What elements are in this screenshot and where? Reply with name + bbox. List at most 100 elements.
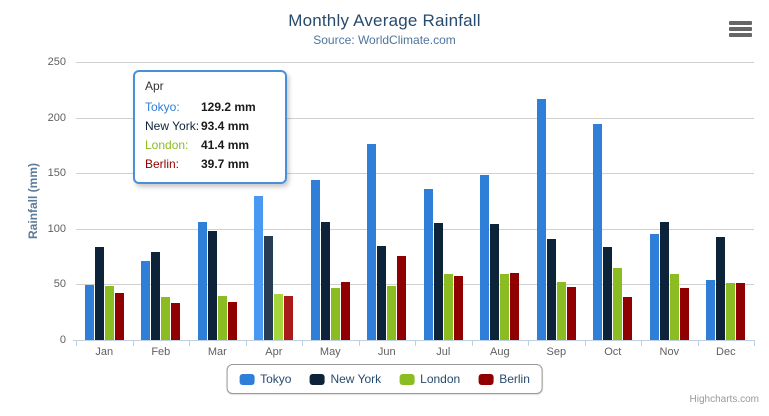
gridline — [76, 173, 754, 175]
bar-berlin-feb[interactable] — [171, 303, 181, 340]
x-axis-tick — [358, 341, 360, 346]
bar-tokyo-dec[interactable] — [706, 279, 716, 340]
bar-london-aug[interactable] — [500, 273, 510, 340]
gridline — [76, 117, 754, 119]
x-axis-tick — [754, 341, 755, 346]
gridline — [76, 228, 754, 230]
bar-london-jul[interactable] — [443, 274, 453, 340]
bar-london-may[interactable] — [330, 287, 340, 340]
y-axis-label-200: 200 — [47, 111, 66, 124]
bar-london-jun[interactable] — [387, 286, 397, 340]
tooltip-series-name: Berlin: — [145, 157, 180, 171]
bar-london-feb[interactable] — [161, 296, 171, 340]
hamburger-bar — [729, 21, 752, 25]
bar-new-york-mar[interactable] — [207, 230, 217, 340]
legend-item-london[interactable]: London — [399, 372, 460, 386]
bar-new-york-jun[interactable] — [377, 246, 387, 340]
hamburger-bar — [729, 33, 752, 37]
bar-tokyo-apr[interactable] — [254, 196, 264, 340]
bar-berlin-dec[interactable] — [736, 283, 746, 340]
bar-tokyo-sep[interactable] — [536, 99, 546, 340]
x-axis-label-jul: Jul — [436, 346, 451, 358]
y-axis-label-50: 50 — [53, 278, 66, 291]
bar-london-apr[interactable] — [274, 294, 284, 340]
bar-berlin-oct[interactable] — [623, 296, 633, 340]
x-axis-tick — [132, 341, 134, 346]
tooltip-series-name: London: — [145, 138, 189, 152]
x-axis-label-jan: Jan — [95, 346, 114, 358]
tooltip-series-value: 93.4 mm — [201, 119, 250, 133]
x-axis-tick — [189, 341, 190, 346]
y-axis-label-250: 250 — [47, 56, 66, 68]
bar-london-sep[interactable] — [556, 281, 566, 340]
tooltip-series-name: New York: — [145, 119, 200, 133]
legend-swatch-icon — [309, 373, 325, 385]
tooltip-row: Tokyo: 129.2 mm — [145, 98, 275, 117]
bar-new-york-feb[interactable] — [151, 252, 161, 340]
x-axis-line — [73, 340, 755, 341]
tooltip-row: London: 41.4 mm — [145, 136, 275, 155]
bar-london-mar[interactable] — [217, 296, 227, 340]
bar-berlin-may[interactable] — [340, 281, 350, 340]
x-axis-tick — [641, 341, 642, 346]
x-axis-label-sep: Sep — [546, 346, 567, 358]
gridline — [76, 284, 754, 286]
bar-berlin-mar[interactable] — [227, 301, 237, 340]
legend-label: New York — [330, 372, 382, 386]
bar-new-york-jul[interactable] — [433, 223, 443, 340]
legend-item-tokyo[interactable]: Tokyo — [239, 372, 291, 386]
bar-berlin-jun[interactable] — [397, 256, 407, 340]
bar-tokyo-oct[interactable] — [593, 124, 603, 340]
hamburger-menu-icon[interactable] — [729, 21, 752, 37]
bar-new-york-apr[interactable] — [264, 236, 274, 340]
bar-tokyo-may[interactable] — [310, 179, 320, 340]
chart-subtitle: Source: WorldClimate.com — [313, 33, 456, 47]
bar-tokyo-jul[interactable] — [423, 189, 433, 340]
tooltip-series-value: 41.4 mm — [201, 138, 250, 152]
bar-berlin-jul[interactable] — [453, 276, 463, 340]
bar-new-york-dec[interactable] — [716, 237, 726, 340]
bar-tokyo-aug[interactable] — [480, 174, 490, 340]
x-axis-label-oct: Oct — [604, 346, 622, 358]
bar-new-york-jan[interactable] — [94, 247, 104, 340]
y-axis-label-150: 150 — [47, 167, 66, 180]
bar-london-oct[interactable] — [613, 267, 623, 340]
legend-item-new-york[interactable]: New York — [309, 372, 381, 386]
bar-berlin-nov[interactable] — [679, 288, 689, 340]
bar-london-jan[interactable] — [104, 285, 114, 340]
bar-tokyo-mar[interactable] — [197, 221, 207, 340]
legend-label: London — [420, 372, 461, 386]
x-axis-tick — [245, 341, 247, 346]
bar-berlin-sep[interactable] — [566, 287, 576, 340]
bar-tokyo-nov[interactable] — [649, 233, 659, 340]
bar-berlin-jan[interactable] — [114, 292, 124, 340]
bar-berlin-aug[interactable] — [510, 272, 520, 340]
bar-tokyo-jun[interactable] — [367, 144, 377, 340]
legend-item-berlin[interactable]: Berlin — [478, 372, 530, 386]
legend-swatch-icon — [399, 373, 415, 385]
tooltip-series-value: 39.7 mm — [201, 157, 250, 171]
legend-swatch-icon — [239, 373, 255, 385]
bar-tokyo-jan[interactable] — [84, 284, 94, 340]
tooltip: Apr Tokyo: 129.2 mm New York: 93.4 mm London… — [133, 70, 287, 184]
bar-berlin-apr[interactable] — [284, 295, 294, 340]
y-axis-label-100: 100 — [47, 222, 66, 235]
bar-new-york-aug[interactable] — [490, 224, 500, 340]
x-axis-tick — [302, 341, 303, 346]
x-axis-label-feb: Feb — [151, 346, 171, 358]
highcharts-credits-link[interactable]: Highcharts.com — [689, 394, 759, 405]
bar-new-york-sep[interactable] — [546, 238, 556, 340]
bar-new-york-may[interactable] — [320, 222, 330, 340]
x-axis-tick — [415, 341, 416, 346]
x-axis-tick — [584, 341, 586, 346]
x-axis-tick — [471, 341, 473, 346]
bar-new-york-oct[interactable] — [603, 247, 613, 340]
bar-london-dec[interactable] — [726, 283, 736, 340]
bar-tokyo-feb[interactable] — [141, 260, 151, 340]
bar-new-york-nov[interactable] — [659, 221, 669, 340]
legend-swatch-icon — [478, 373, 494, 385]
legend-label: Berlin — [499, 372, 530, 386]
bar-london-nov[interactable] — [669, 274, 679, 340]
